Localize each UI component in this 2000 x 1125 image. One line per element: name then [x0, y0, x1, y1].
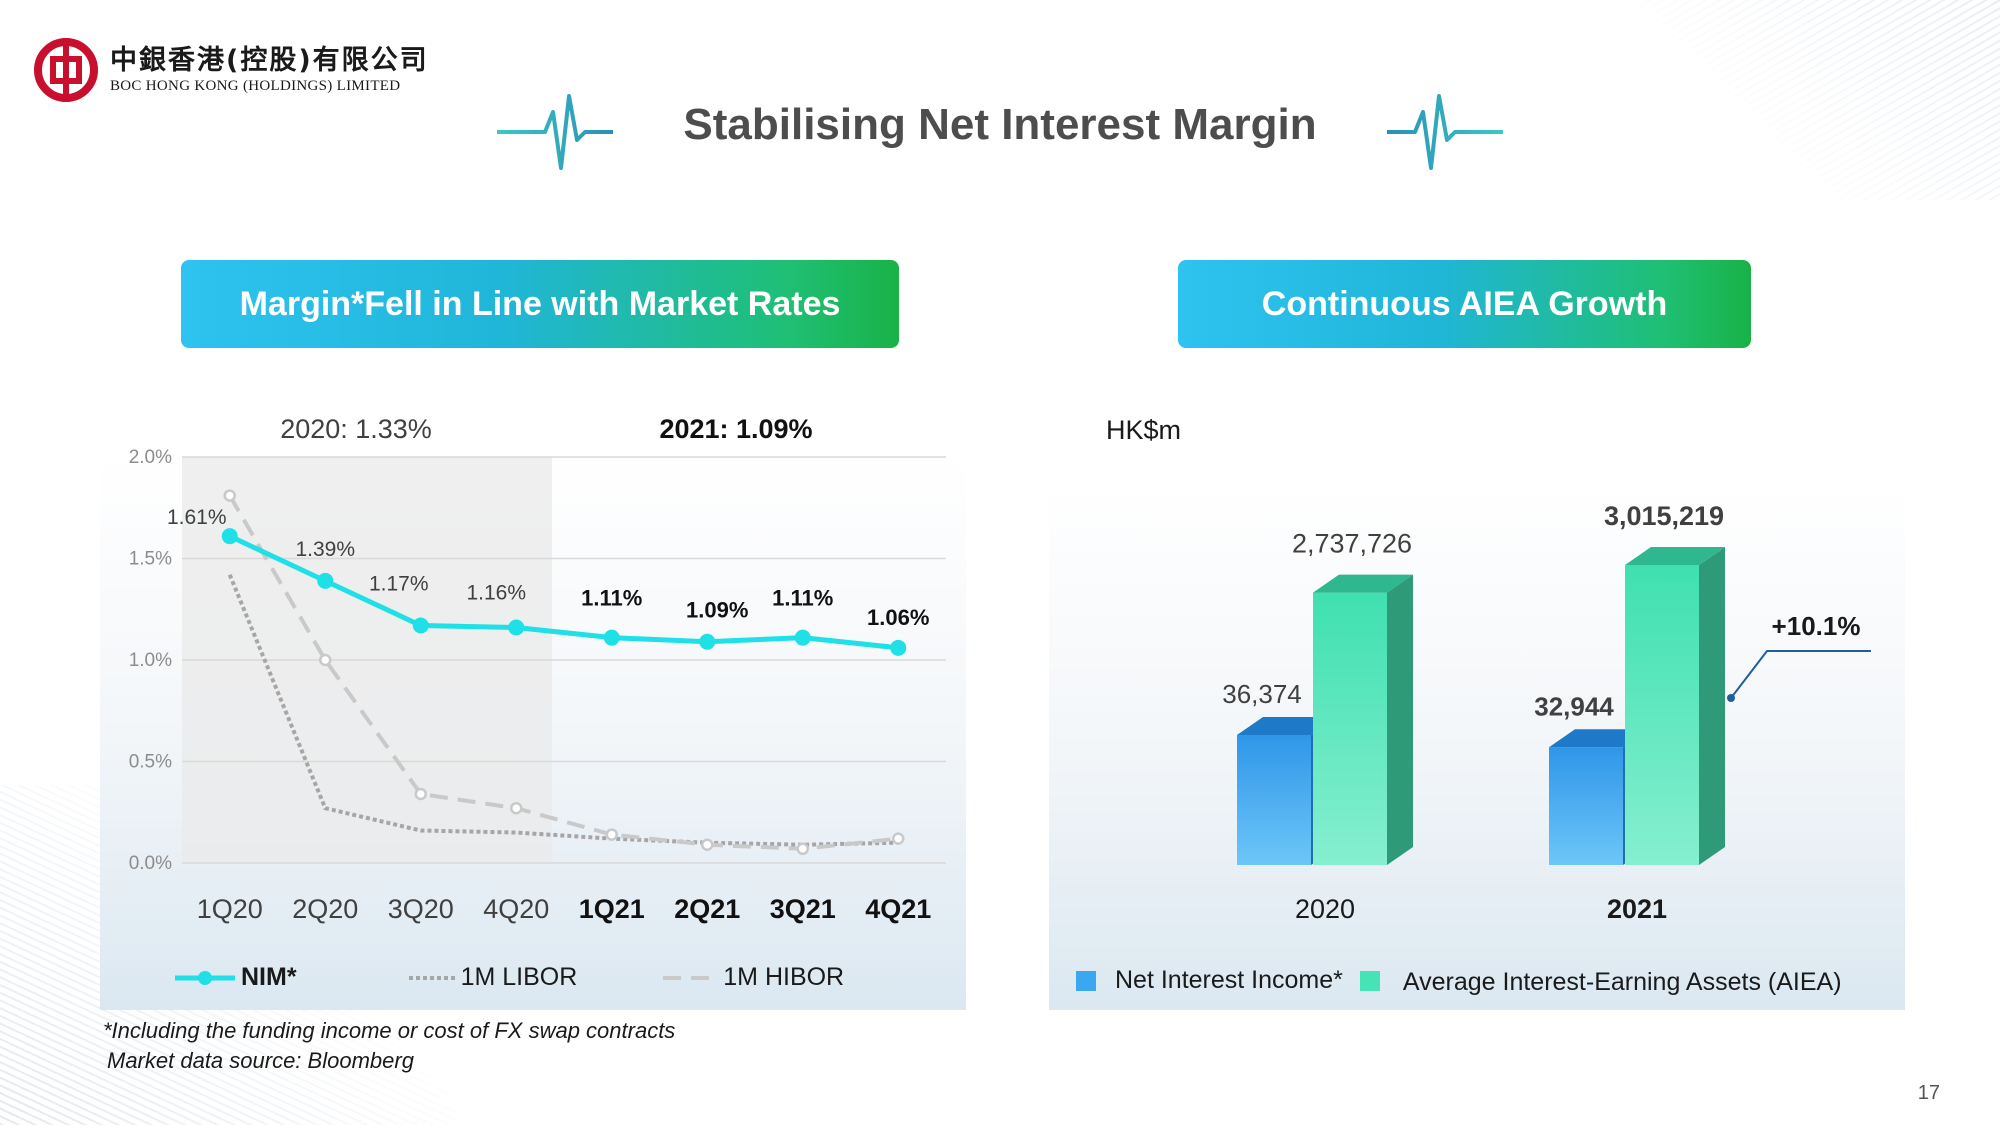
nii-legend-icon — [1076, 970, 1096, 991]
aiea-data-label: 3,015,219 — [1604, 501, 1724, 531]
nii-data-label: 32,944 — [1534, 691, 1614, 721]
annotation-2021-average: 2021: 1.09% — [659, 414, 812, 444]
footnote-source: Market data source: Bloomberg — [107, 1048, 414, 1073]
left-panel-banner: Margin*Fell in Line with Market Rates — [181, 260, 899, 348]
x-tick-label: 4Q20 — [483, 894, 549, 924]
aiea-bar — [1625, 547, 1725, 865]
legend-nii: Net Interest Income* — [1075, 966, 1343, 995]
nim-point — [794, 629, 811, 646]
legend-hibor: 1M HIBOR — [663, 963, 844, 992]
libor-legend-icon — [408, 975, 455, 980]
right-chart-legend: Net Interest Income* Average Interest-Ea… — [1075, 964, 1842, 997]
libor-series-line — [227, 573, 899, 847]
aiea-bar-chart: HK$m 36,374 2,737,726 2020 32,944 3,015,219 2… — [1049, 415, 1905, 1010]
aiea-bar — [1313, 574, 1413, 865]
nim-data-label: 1.11% — [581, 586, 642, 611]
legend-libor-label: 1M LIBOR — [460, 963, 578, 991]
nim-point — [221, 528, 238, 545]
nim-point — [508, 619, 525, 636]
x-tick-label: 3Q21 — [770, 894, 836, 924]
x-category-label: 2020 — [1295, 894, 1355, 924]
nim-point — [603, 629, 620, 646]
y-tick-label: 1.5% — [129, 549, 172, 570]
legend-aiea-label: Average Interest-Earning Assets (AIEA) — [1402, 968, 1842, 996]
nim-data-label: 1.16% — [466, 582, 526, 605]
annotation-2020-average: 2020: 1.33% — [280, 414, 432, 444]
right-panel-banner: Continuous AIEA Growth — [1178, 260, 1751, 348]
nim-data-label: 1.17% — [369, 572, 429, 595]
nii-bar-front — [1237, 735, 1311, 865]
hibor-point — [605, 828, 618, 841]
nim-data-label: 1.11% — [772, 586, 833, 611]
legend-nim: NIM* — [175, 963, 297, 992]
legend-aiea: Average Interest-Earning Assets (AIEA) — [1359, 964, 1842, 997]
nim-series-line — [228, 533, 899, 651]
y-tick-label: 0.5% — [129, 752, 172, 773]
growth-label: +10.1% — [1772, 611, 1861, 641]
x-tick-label: 3Q20 — [388, 894, 454, 924]
growth-callout-dot — [1727, 694, 1735, 702]
nim-data-label: 1.09% — [686, 598, 748, 623]
nim-point — [317, 572, 334, 589]
company-logo: 中銀香港(控股)有限公司 BOC HONG KONG (HOLDINGS) LI… — [34, 38, 429, 102]
hibor-point — [223, 489, 236, 502]
hibor-point — [796, 842, 809, 856]
aiea-legend-icon — [1359, 970, 1380, 991]
x-tick-label: 1Q20 — [197, 894, 263, 924]
y-tick-label: 0.0% — [129, 853, 172, 874]
hibor-point — [414, 787, 427, 801]
legend-nii-label: Net Interest Income* — [1115, 966, 1343, 994]
page-number: 17 — [1917, 1082, 1940, 1104]
aiea-data-label: 2,737,726 — [1292, 529, 1412, 559]
pulse-line-icon — [1387, 94, 1503, 170]
footnote-funding: *Including the funding income or cost of… — [103, 1018, 676, 1043]
legend-nim-label: NIM* — [241, 963, 297, 991]
logo-chinese-name: 中銀香港(控股)有限公司 — [110, 44, 429, 76]
nii-data-label: 36,374 — [1222, 679, 1302, 709]
nim-data-label: 1.61% — [167, 506, 227, 529]
nim-point — [699, 633, 716, 650]
aiea-bar-front — [1313, 592, 1387, 865]
hibor-point — [701, 838, 714, 851]
x-tick-label: 4Q21 — [865, 894, 931, 924]
page-title: Stabilising Net Interest Margin — [683, 100, 1317, 149]
x-tick-label: 2Q21 — [674, 894, 740, 924]
logo-english-name: BOC HONG KONG (HOLDINGS) LIMITED — [110, 77, 401, 94]
hibor-point — [319, 653, 332, 667]
aiea-bar-top — [1625, 547, 1725, 565]
nii-bar-top — [1237, 717, 1337, 735]
legend-hibor-label: 1M HIBOR — [723, 963, 845, 991]
left-chart-legend: NIM* 1M LIBOR 1M HIBOR — [175, 963, 844, 992]
hibor-point — [510, 801, 523, 815]
y-tick-label: 2.0% — [129, 447, 172, 468]
nim-data-label: 1.06% — [867, 605, 929, 630]
aiea-bar-side — [1387, 574, 1413, 865]
x-category-label: 2021 — [1607, 894, 1667, 924]
x-tick-label: 2Q20 — [292, 894, 358, 924]
nii-bar-front — [1549, 747, 1623, 865]
nim-point — [412, 617, 429, 634]
unit-label: HK$m — [1106, 415, 1181, 445]
aiea-bar-side — [1699, 547, 1725, 865]
nim-data-label: 1.39% — [295, 538, 355, 561]
boc-logo-icon — [34, 38, 98, 102]
nim-legend-icon — [175, 970, 235, 985]
decorative-stripes-top-right — [1620, 0, 2000, 200]
nii-bar-top — [1549, 729, 1649, 748]
y-tick-label: 1.0% — [129, 650, 172, 671]
x-tick-label: 1Q21 — [579, 894, 645, 924]
nim-point — [890, 639, 907, 656]
aiea-bar-top — [1313, 574, 1413, 593]
legend-libor: 1M LIBOR — [408, 963, 578, 992]
hibor-point — [892, 832, 905, 845]
nim-line-chart: 0.0% 0.5% 1.0% 1.5% 2.0% 1Q20 2Q20 3Q20 4Q20 1Q2… — [100, 414, 966, 1010]
aiea-bar-front — [1625, 565, 1699, 865]
hibor-legend-icon — [663, 975, 720, 980]
pulse-line-icon — [497, 94, 613, 170]
growth-callout-line — [1730, 650, 1871, 699]
